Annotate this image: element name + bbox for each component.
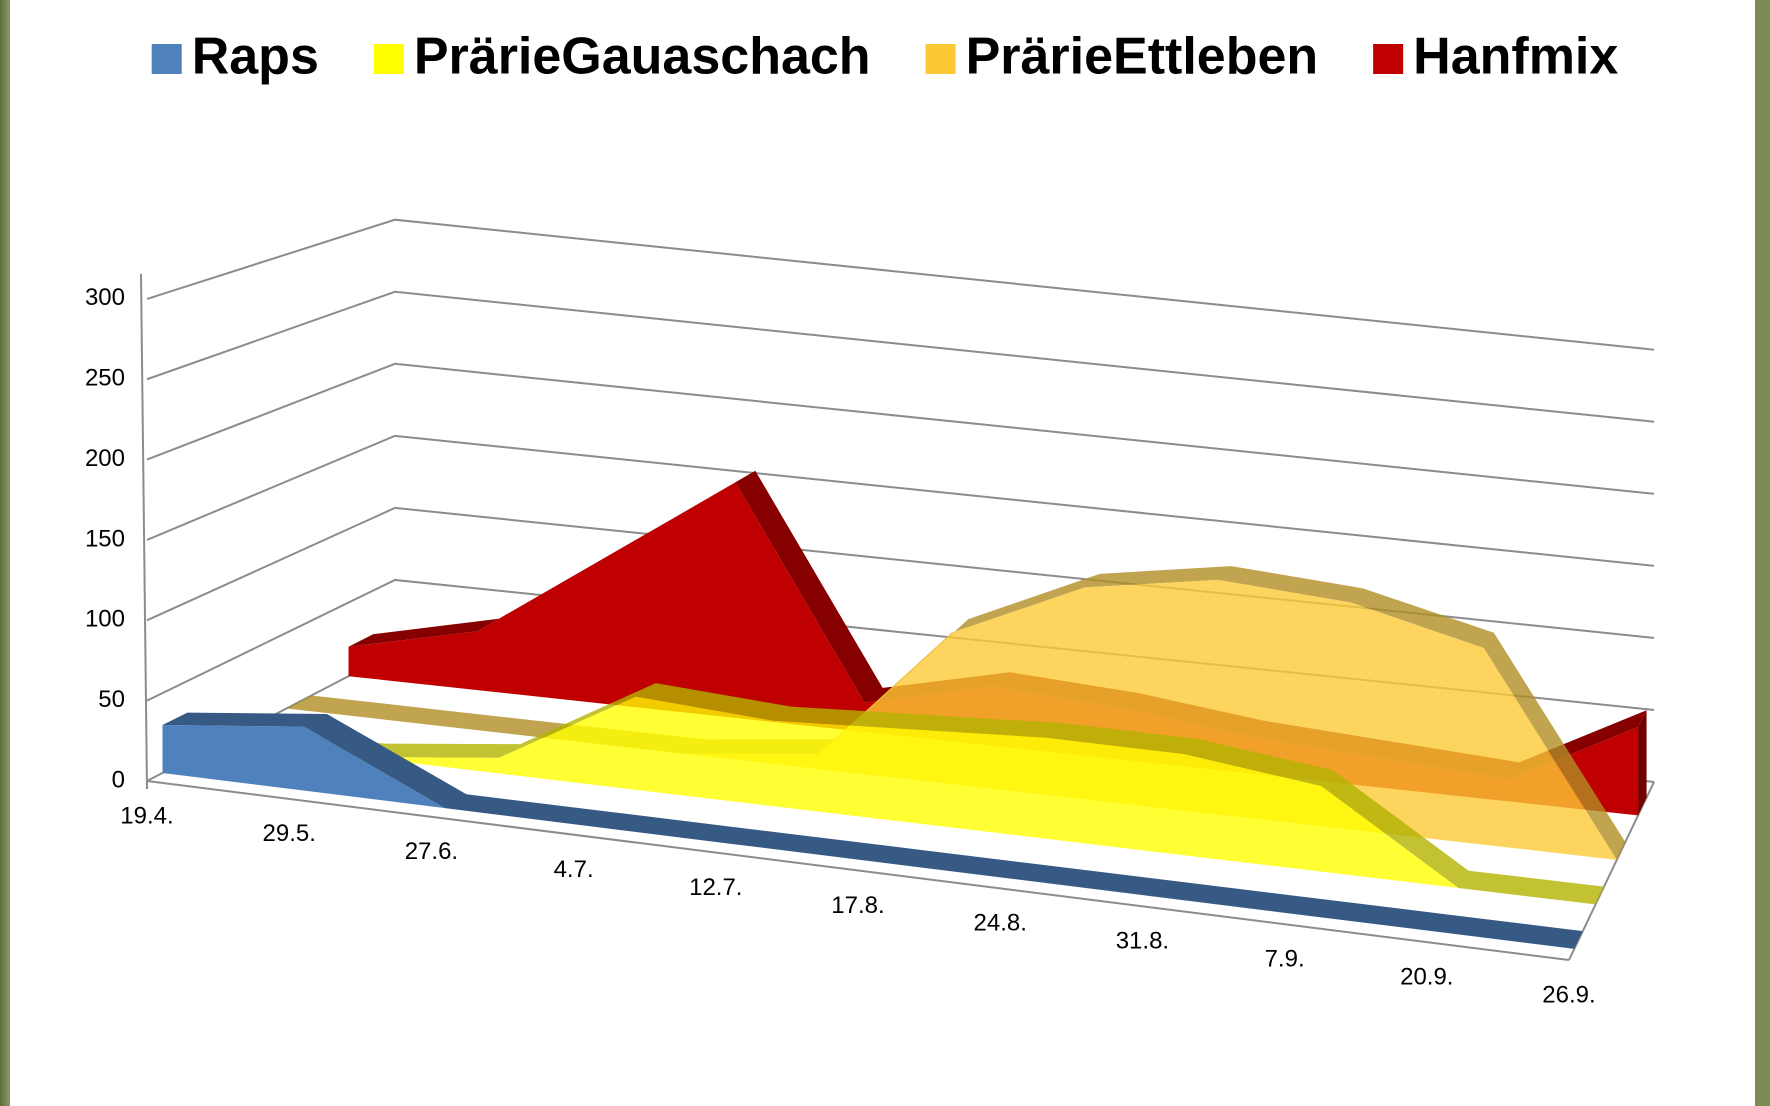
y-tick-label: 50 — [98, 686, 125, 713]
y-tick-label: 200 — [85, 445, 125, 472]
grid-line — [146, 434, 1655, 567]
x-tick-label: 27.6. — [405, 838, 458, 865]
x-tick-label: 17.8. — [831, 892, 884, 919]
y-tick-label: 100 — [85, 606, 125, 633]
legend-swatch — [373, 44, 404, 74]
x-tick-label: 31.8. — [1116, 928, 1169, 955]
x-tick-label: 7.9. — [1265, 946, 1305, 973]
x-tick-label: 12.7. — [689, 874, 742, 901]
legend-swatch — [1373, 44, 1404, 74]
x-tick-label: 24.8. — [974, 910, 1027, 937]
x-axis — [146, 780, 1570, 961]
area — [162, 725, 1575, 949]
legend-swatch — [925, 44, 956, 74]
grid-line — [146, 362, 1655, 495]
area — [348, 482, 1639, 816]
legend-label: PrärieEttleben — [966, 28, 1319, 86]
legend-label: Hanfmix — [1413, 28, 1618, 86]
grid-line — [146, 218, 1655, 351]
y-tick-label: 150 — [85, 525, 125, 552]
y-tick-label: 300 — [85, 284, 125, 311]
legend-label: Raps — [192, 28, 319, 86]
area-top — [224, 683, 1605, 905]
area-top — [162, 712, 1583, 949]
x-tick-label: 29.5. — [263, 820, 316, 847]
x-tick-label: 4.7. — [554, 856, 594, 883]
area — [224, 696, 1596, 905]
area-side — [1638, 710, 1647, 816]
x-tick-label: 19.4. — [120, 802, 173, 829]
legend-swatch — [151, 44, 182, 74]
y-axis — [140, 273, 148, 790]
legend: Raps PrärieGauaschach PrärieEttleben Hanfmi… — [151, 28, 1618, 86]
grid-line — [146, 290, 1655, 423]
depth-axis — [1568, 781, 1655, 961]
y-tick-label: 250 — [85, 365, 125, 392]
x-tick-label: 26.9. — [1542, 981, 1595, 1008]
x-tick-label: 20.9. — [1400, 963, 1453, 990]
y-tick-label: 0 — [112, 766, 125, 793]
legend-label: PrärieGauaschach — [414, 28, 871, 86]
